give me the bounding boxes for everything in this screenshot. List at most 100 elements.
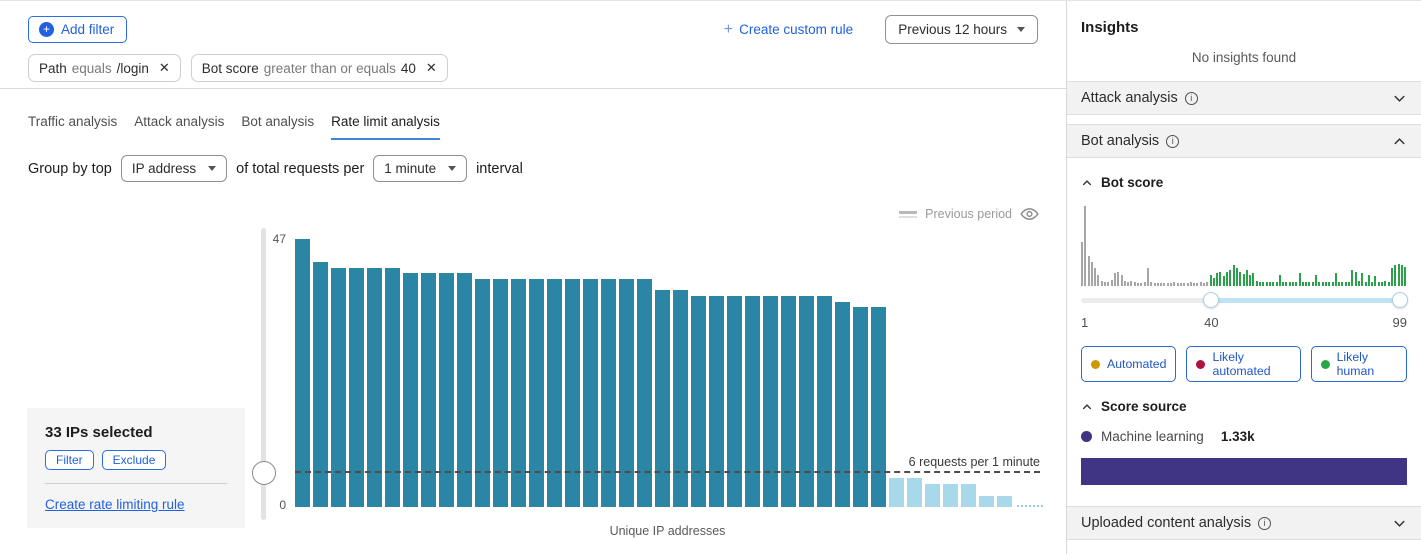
histogram-bar bbox=[1321, 282, 1324, 286]
histogram-bar bbox=[1285, 282, 1288, 286]
filter-value: /login bbox=[116, 60, 149, 76]
chart-bar bbox=[295, 239, 310, 507]
histogram-bar bbox=[1127, 282, 1130, 286]
score-source-value: 1.33k bbox=[1220, 429, 1255, 444]
histogram-bar bbox=[1381, 282, 1384, 286]
histogram-bar bbox=[1397, 264, 1400, 286]
chart-bar bbox=[493, 279, 508, 507]
chart-plot: 6 requests per 1 minute bbox=[295, 239, 1043, 507]
tab-bot-analysis[interactable]: Bot analysis bbox=[241, 114, 315, 129]
histogram-bar bbox=[1367, 275, 1370, 286]
y-axis-max-label: 47 bbox=[272, 232, 286, 246]
threshold-line bbox=[295, 471, 1040, 473]
chart-bar bbox=[835, 302, 850, 507]
histogram-bar bbox=[1252, 273, 1255, 286]
histogram-bar bbox=[1341, 282, 1344, 286]
threshold-slider-handle[interactable] bbox=[252, 461, 276, 485]
create-rate-limiting-rule-link[interactable]: Create rate limiting rule bbox=[45, 497, 185, 512]
time-range-dropdown[interactable]: Previous 12 hours bbox=[885, 15, 1038, 44]
histogram-bar bbox=[1130, 281, 1133, 286]
dimension-value: IP address bbox=[131, 161, 197, 176]
badge-label: Likely automated bbox=[1212, 350, 1271, 378]
chart-bar bbox=[943, 484, 958, 507]
chart-bar bbox=[331, 268, 346, 507]
section-header-attack-analysis[interactable]: Attack analysis bbox=[1067, 81, 1421, 115]
histogram-bar bbox=[1235, 268, 1238, 286]
histogram-bar bbox=[1081, 242, 1083, 286]
histogram-bar bbox=[1371, 282, 1374, 286]
interval-value: 1 minute bbox=[384, 161, 437, 176]
section-header-uploaded-content-analysis[interactable]: Uploaded content analysis bbox=[1067, 506, 1421, 540]
chevron-down-icon bbox=[1017, 27, 1025, 32]
close-icon[interactable] bbox=[159, 60, 170, 76]
crimson-dot-icon bbox=[1196, 359, 1206, 369]
filter-chip-bot-score[interactable]: Bot score greater than or equals 40 bbox=[190, 54, 448, 82]
histogram-bar bbox=[1146, 268, 1149, 286]
filter-button[interactable]: Filter bbox=[45, 450, 94, 470]
histogram-bar bbox=[1176, 283, 1179, 286]
histogram-bar bbox=[1311, 282, 1314, 286]
filter-chip-path[interactable]: Path equals /login bbox=[28, 54, 181, 82]
group-by-connector: of total requests per bbox=[236, 160, 365, 177]
histogram-bar bbox=[1387, 282, 1390, 286]
score-source-collapse-toggle[interactable]: Score source bbox=[1067, 399, 1421, 414]
histogram-bar bbox=[1104, 282, 1107, 286]
histogram-bar bbox=[1199, 282, 1202, 286]
create-custom-rule-label: Create custom rule bbox=[739, 22, 854, 37]
histogram-bar bbox=[1100, 281, 1103, 286]
section-label: Attack analysis bbox=[1081, 90, 1178, 106]
info-icon bbox=[1184, 91, 1198, 105]
histogram-bar bbox=[1137, 283, 1140, 286]
chart-bar bbox=[511, 279, 526, 507]
previous-period-legend: Previous period bbox=[899, 207, 1039, 221]
slider-handle-from[interactable] bbox=[1203, 292, 1220, 308]
histogram-bar bbox=[1328, 282, 1331, 286]
exclude-button[interactable]: Exclude bbox=[101, 450, 167, 470]
chart-bar bbox=[547, 279, 562, 507]
bot-score-collapse-toggle[interactable]: Bot score bbox=[1067, 175, 1421, 190]
eye-icon[interactable] bbox=[1020, 207, 1039, 221]
create-custom-rule-link[interactable]: Create custom rule bbox=[724, 22, 853, 38]
tab-traffic-analysis[interactable]: Traffic analysis bbox=[28, 114, 118, 129]
histogram-bar bbox=[1160, 283, 1163, 286]
chart-bar bbox=[925, 484, 940, 507]
chevron-up-icon bbox=[1082, 403, 1092, 409]
chart-bar bbox=[763, 296, 778, 507]
chart-bar bbox=[385, 268, 400, 507]
histogram-bar bbox=[1232, 265, 1235, 286]
badge-automated[interactable]: Automated bbox=[1081, 346, 1177, 382]
dimension-select[interactable]: IP address bbox=[120, 155, 228, 182]
histogram-bar bbox=[1338, 282, 1341, 286]
chart-bar bbox=[421, 273, 436, 507]
plus-icon bbox=[39, 22, 54, 37]
badge-likely-human[interactable]: Likely human bbox=[1310, 346, 1407, 382]
close-icon[interactable] bbox=[426, 60, 437, 76]
analysis-tabs: Traffic analysis Attack analysis Bot ana… bbox=[0, 89, 1066, 140]
slider-handle-to[interactable] bbox=[1392, 292, 1408, 308]
chart-bar bbox=[655, 290, 670, 507]
chart-bar bbox=[907, 478, 922, 507]
filter-field: Bot score bbox=[201, 60, 259, 76]
section-header-bot-analysis[interactable]: Bot analysis bbox=[1067, 124, 1421, 158]
previous-period-swatch-icon bbox=[899, 210, 918, 218]
slider-active-range bbox=[1211, 298, 1407, 303]
histogram-bar bbox=[1348, 282, 1351, 286]
chevron-down-icon bbox=[1394, 95, 1405, 102]
histogram-bar bbox=[1153, 283, 1156, 286]
histogram-bar bbox=[1196, 283, 1199, 286]
tab-attack-analysis[interactable]: Attack analysis bbox=[134, 114, 225, 129]
add-filter-label: Add filter bbox=[61, 22, 115, 37]
add-filter-button[interactable]: Add filter bbox=[28, 16, 128, 43]
chart-bar bbox=[727, 296, 742, 507]
threshold-slider-track[interactable] bbox=[261, 228, 266, 520]
badge-likely-automated[interactable]: Likely automated bbox=[1186, 346, 1301, 382]
chevron-down-icon bbox=[448, 166, 457, 171]
histogram-bar bbox=[1084, 206, 1087, 286]
info-icon bbox=[1258, 516, 1272, 530]
chart-bar bbox=[745, 296, 760, 507]
score-source-bar bbox=[1081, 458, 1407, 485]
chart-bar bbox=[565, 279, 580, 507]
interval-select[interactable]: 1 minute bbox=[373, 155, 468, 182]
x-axis-label: Unique IP addresses bbox=[609, 524, 726, 538]
tab-rate-limit-analysis[interactable]: Rate limit analysis bbox=[331, 114, 440, 140]
